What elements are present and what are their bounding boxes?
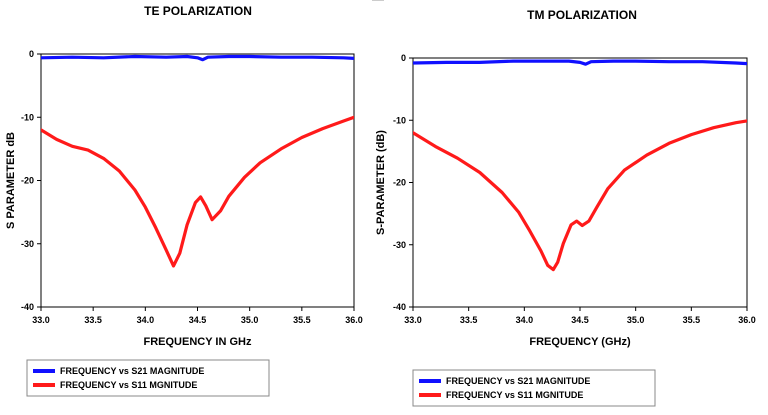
y-tick-label: 0 — [29, 49, 34, 59]
series-s11-line — [41, 115, 354, 268]
y-tick-label: -10 — [21, 112, 34, 122]
chart-panel-tm: TM POLARIZATION 0 -10 -20 -30 -40 33.0 33.5 34.0… — [375, 8, 756, 407]
x-tick-label: 33.0 — [32, 315, 50, 325]
y-axis-label: S PARAMETER dB — [5, 132, 17, 229]
y-tick-label: -40 — [21, 302, 34, 312]
x-axis-label: FREQUENCY IN GHz — [144, 336, 252, 348]
x-tick-label: 36.0 — [738, 315, 756, 325]
legend-label-s11: FREQUENCY vs S11 MGNITUDE — [60, 380, 197, 390]
x-axis-label: FREQUENCY (GHz) — [529, 336, 631, 348]
y-tick-label: 0 — [401, 53, 406, 63]
series-s21-line — [413, 59, 747, 66]
legend-box — [26, 359, 270, 397]
x-tick-label: 36.0 — [345, 315, 363, 325]
series-s11-line — [413, 119, 747, 272]
y-tick-label: -30 — [21, 239, 34, 249]
legend-box — [412, 369, 656, 407]
x-tick-label: 34.0 — [137, 315, 155, 325]
x-tick-label: 34.0 — [516, 315, 534, 325]
y-tick-label: -40 — [393, 302, 406, 312]
y-tick-label: -10 — [393, 115, 406, 125]
x-tick-label: 33.5 — [84, 315, 102, 325]
series-s21-line — [41, 54, 354, 62]
y-tick-label: -20 — [21, 176, 34, 186]
x-tick-label: 34.5 — [189, 315, 207, 325]
x-tick-label: 35.0 — [627, 315, 645, 325]
chart-title: TM POLARIZATION — [527, 8, 637, 22]
x-tick-label: 33.5 — [460, 315, 478, 325]
chart-panel-te: TE POLARIZATION 0 -10 -20 -30 -40 33.0 33.5 34.0… — [5, 4, 363, 397]
y-tick-label: -20 — [393, 178, 406, 188]
x-tick-label: 34.5 — [571, 315, 589, 325]
legend-label-s11: FREQUENCY vs S11 MGNITUDE — [446, 390, 583, 400]
x-tick-label: 33.0 — [404, 315, 422, 325]
x-tick-label: 35.5 — [293, 315, 311, 325]
plot-frame — [40, 53, 355, 308]
y-tick-label: -30 — [393, 240, 406, 250]
legend: FREQUENCY vs S21 MAGNITUDE FREQUENCY vs S… — [26, 359, 270, 397]
y-axis-label: S-PARAMETER (dB) — [375, 130, 387, 235]
legend: FREQUENCY vs S21 MAGNITUDE FREQUENCY vs S… — [412, 369, 656, 407]
chart-title: TE POLARIZATION — [144, 4, 252, 18]
plot-frame — [412, 57, 748, 308]
x-tick-label: 35.5 — [683, 315, 701, 325]
legend-label-s21: FREQUENCY vs S21 MAGNITUDE — [446, 376, 590, 386]
x-tick-label: 35.0 — [241, 315, 259, 325]
legend-label-s21: FREQUENCY vs S21 MAGNITUDE — [60, 366, 204, 376]
